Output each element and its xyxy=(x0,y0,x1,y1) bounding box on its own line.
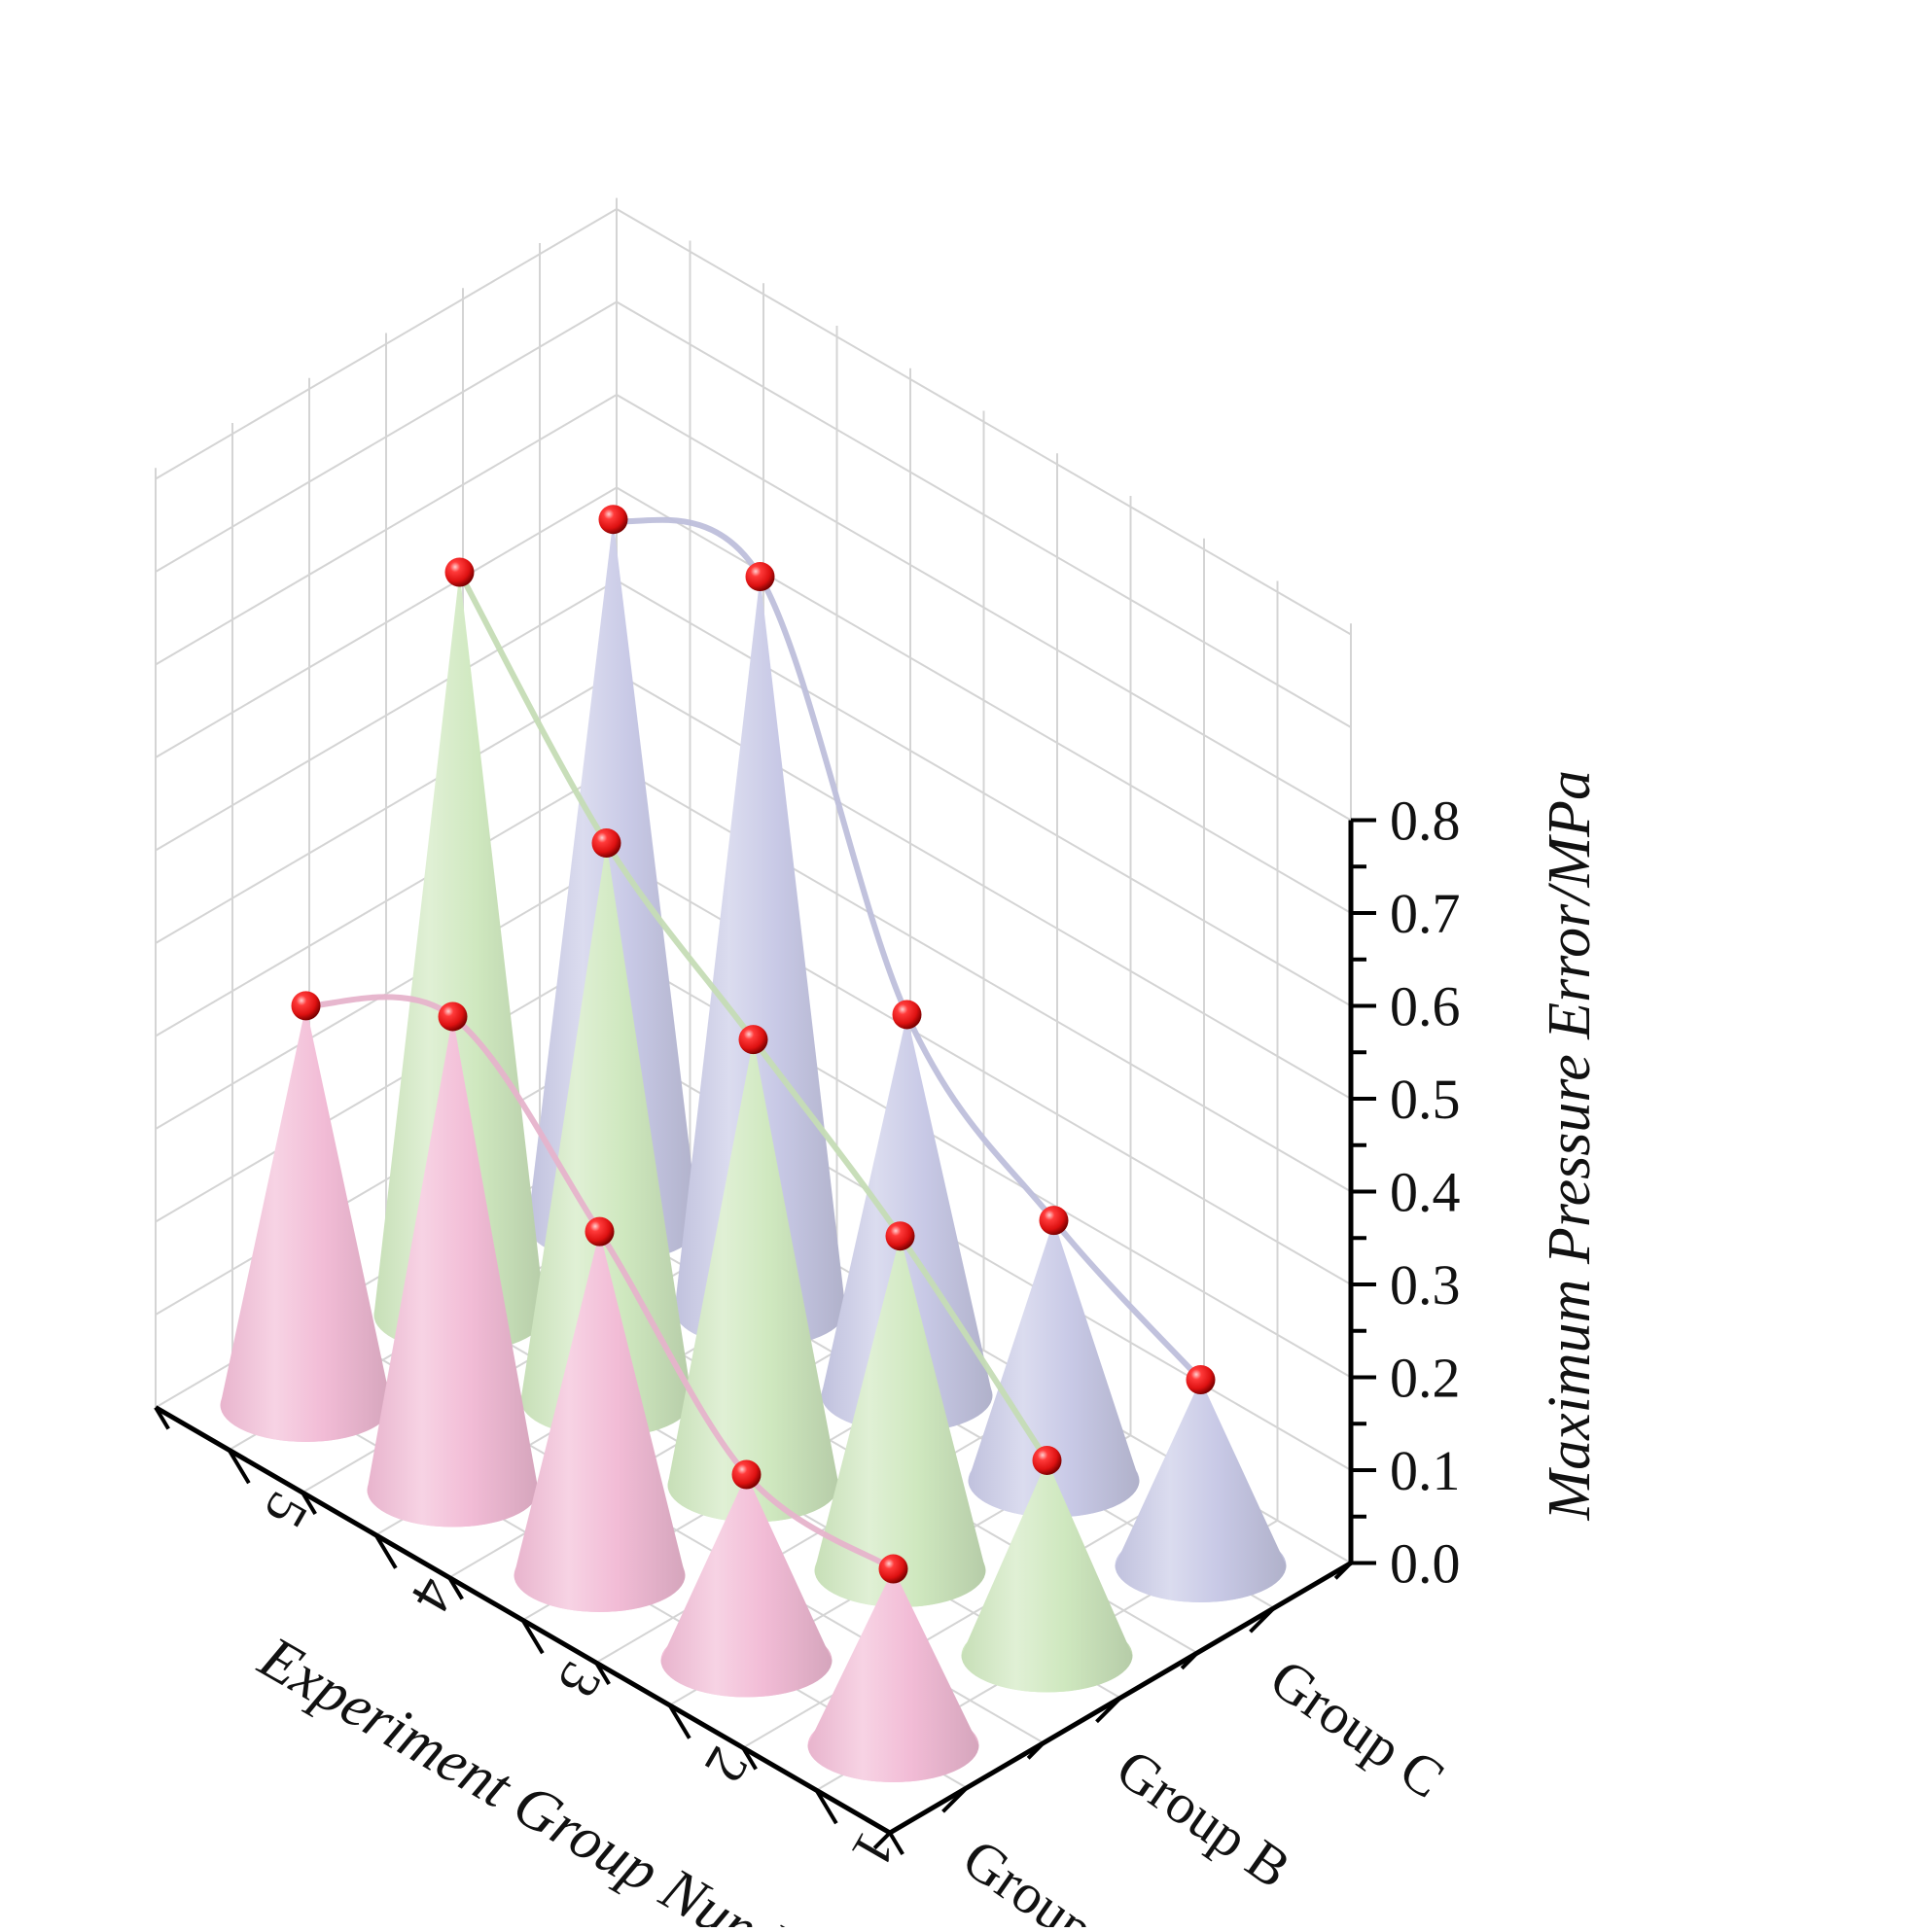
data-point-marker xyxy=(444,557,475,587)
y-tick-label: Group C xyxy=(1259,1646,1456,1810)
data-point-marker xyxy=(731,1459,762,1490)
z-tick-label: 0.8 xyxy=(1390,790,1461,853)
z-tick-label: 0.3 xyxy=(1390,1253,1461,1317)
data-point-marker xyxy=(738,1025,768,1055)
cone-mark xyxy=(220,1005,392,1443)
markers xyxy=(291,505,1216,1584)
data-point-marker xyxy=(878,1554,908,1584)
cone-body xyxy=(667,1039,839,1523)
x-tick xyxy=(373,1533,398,1569)
cone-body xyxy=(674,577,846,1348)
z-tick-label: 0.7 xyxy=(1390,882,1461,945)
z-tick-label: 0.4 xyxy=(1390,1161,1461,1224)
y-tick-label: Group A xyxy=(952,1826,1149,1927)
x-minor-tick xyxy=(447,1576,464,1600)
y-minor-tick xyxy=(1026,1741,1046,1760)
data-point-marker xyxy=(1032,1445,1062,1475)
cone-body xyxy=(660,1474,833,1698)
cone-body xyxy=(220,1005,392,1443)
x-minor-tick xyxy=(741,1746,758,1771)
cone-mark xyxy=(367,1016,539,1528)
data-point-marker xyxy=(585,1216,615,1247)
cone-body xyxy=(520,843,692,1437)
x-tick-label: 4 xyxy=(399,1567,468,1624)
cone-body xyxy=(1115,1380,1287,1602)
data-point-marker xyxy=(598,505,628,535)
x-tick xyxy=(227,1449,251,1485)
series-line xyxy=(610,516,1204,1383)
x-minor-tick xyxy=(594,1661,611,1686)
x-tick xyxy=(667,1704,691,1739)
z-tick-label: 0.5 xyxy=(1390,1068,1461,1131)
y-minor-tick xyxy=(1180,1651,1199,1670)
z-tick-label: 0.1 xyxy=(1390,1439,1461,1502)
data-point-marker xyxy=(1186,1365,1216,1394)
x-tick xyxy=(814,1789,838,1825)
y-minor-tick xyxy=(872,1831,892,1850)
cone-mark xyxy=(660,1474,833,1698)
z-tick-label: 0.0 xyxy=(1390,1532,1461,1596)
x-minor-tick xyxy=(301,1491,317,1516)
y-tick xyxy=(1249,1606,1276,1633)
data-point-marker xyxy=(438,1001,468,1032)
cone-mark xyxy=(514,1231,686,1612)
data-point-marker xyxy=(1039,1206,1069,1236)
cone-mark xyxy=(807,1568,979,1782)
cone-body xyxy=(514,1231,686,1612)
y-minor-tick xyxy=(1333,1562,1353,1580)
data-point-marker xyxy=(885,1221,915,1251)
data-point-marker xyxy=(591,828,621,858)
z-axis-title: Maximum Pressure Error/MPa xyxy=(1537,770,1603,1521)
data-point-marker xyxy=(291,991,321,1021)
cone-body xyxy=(961,1459,1133,1693)
cone-mark xyxy=(1115,1380,1287,1602)
cone-body xyxy=(367,1016,539,1528)
axes xyxy=(154,818,1376,1856)
cone-body xyxy=(373,572,546,1352)
cone-mark xyxy=(961,1459,1133,1693)
x-minor-tick xyxy=(154,1406,170,1430)
x-tick xyxy=(520,1619,545,1655)
cone-body xyxy=(807,1568,979,1782)
data-point-marker xyxy=(745,562,775,592)
cone-body xyxy=(814,1236,986,1607)
y-tick-label: Group B xyxy=(1106,1737,1302,1901)
z-tick-label: 0.2 xyxy=(1390,1347,1461,1410)
y-tick xyxy=(1095,1696,1122,1724)
x-tick-label: 2 xyxy=(692,1738,762,1794)
x-tick-label: 5 xyxy=(252,1482,321,1538)
data-point-marker xyxy=(892,1000,922,1030)
x-minor-tick xyxy=(888,1831,904,1856)
x-tick-label: 3 xyxy=(546,1652,615,1708)
z-tick-label: 0.6 xyxy=(1390,975,1461,1038)
cones xyxy=(220,519,1287,1782)
y-tick xyxy=(941,1786,969,1813)
cone-body xyxy=(968,1220,1140,1518)
